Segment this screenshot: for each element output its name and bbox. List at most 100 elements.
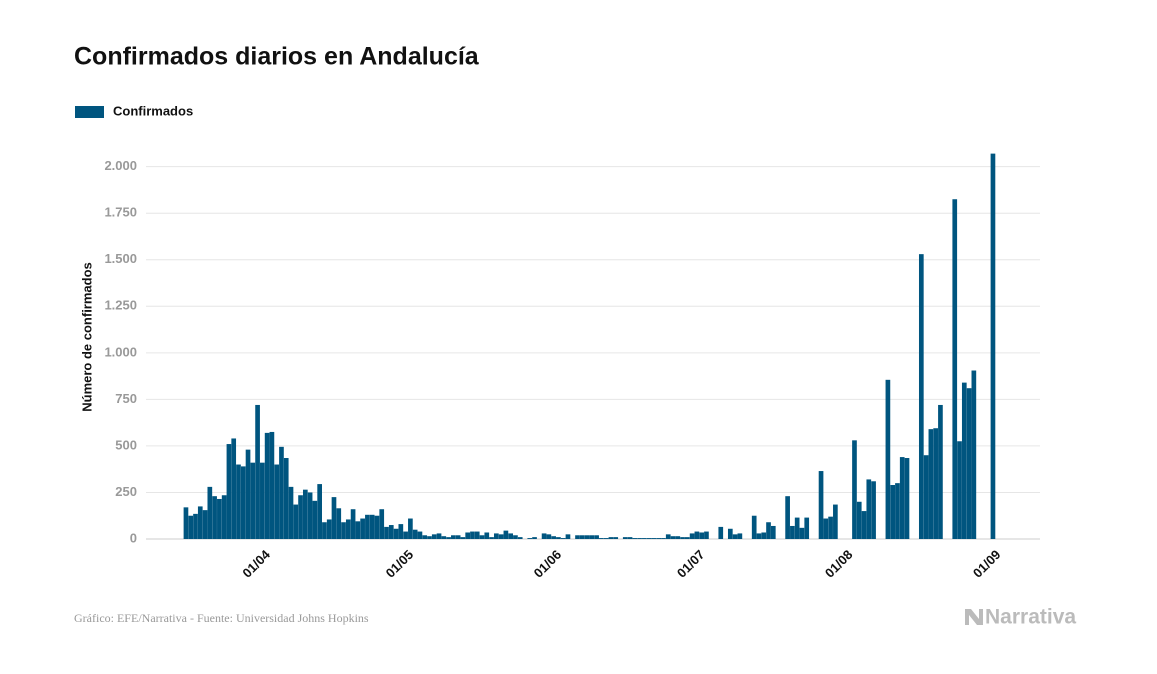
bar xyxy=(665,534,671,539)
bar xyxy=(307,492,313,539)
bar xyxy=(532,537,537,539)
bar xyxy=(632,538,638,539)
bar xyxy=(403,531,408,539)
bar xyxy=(551,536,556,539)
bar xyxy=(183,507,189,539)
bar xyxy=(685,537,690,539)
bar xyxy=(436,533,442,539)
bar xyxy=(804,517,810,539)
bar xyxy=(465,532,471,539)
bar xyxy=(890,485,896,539)
bar xyxy=(374,515,380,539)
bar xyxy=(766,522,771,539)
bar xyxy=(379,509,385,539)
logo: Narrativa xyxy=(985,606,1076,629)
bar xyxy=(589,535,595,539)
bar xyxy=(546,534,552,539)
bar xyxy=(923,455,929,539)
bar xyxy=(398,524,404,539)
bar xyxy=(250,462,256,539)
y-tick-label: 2.000 xyxy=(104,158,137,173)
bar xyxy=(317,484,322,539)
y-axis-label: Número de confirmados xyxy=(79,262,94,412)
bar xyxy=(283,458,289,539)
bar xyxy=(642,538,647,539)
bar xyxy=(694,531,700,539)
bar xyxy=(918,254,924,539)
bar xyxy=(699,532,705,539)
bar xyxy=(188,515,194,539)
bar xyxy=(446,537,451,539)
legend-label: Confirmados xyxy=(113,103,193,118)
footer: Gráfico: EFE/Narrativa - Fuente: Univers… xyxy=(74,611,369,625)
bar xyxy=(785,496,790,539)
bar xyxy=(952,199,958,539)
bar xyxy=(322,522,327,539)
bar xyxy=(474,531,480,539)
bar xyxy=(260,462,265,539)
y-tick-label: 750 xyxy=(115,391,137,406)
bar xyxy=(350,509,356,539)
legend-swatch xyxy=(75,106,104,118)
bar xyxy=(737,533,743,539)
bar xyxy=(637,538,642,539)
bar xyxy=(656,538,662,539)
y-tick-label: 0 xyxy=(130,530,137,545)
bar xyxy=(193,513,198,539)
bar xyxy=(221,495,227,539)
bar xyxy=(274,464,280,539)
bar xyxy=(560,538,566,539)
bar xyxy=(718,526,724,539)
bar xyxy=(885,379,891,539)
bar xyxy=(298,495,303,539)
bar xyxy=(288,486,294,539)
bar xyxy=(513,535,518,539)
bar xyxy=(302,489,308,539)
bar xyxy=(966,388,972,539)
x-tick-label: 01/04 xyxy=(239,546,273,580)
bar xyxy=(331,497,337,539)
bar xyxy=(365,514,370,539)
bar xyxy=(828,516,833,539)
bar xyxy=(799,527,805,539)
y-tick-label: 500 xyxy=(115,437,137,452)
bar xyxy=(680,537,685,539)
bar xyxy=(460,537,466,539)
bar xyxy=(212,496,217,539)
bar xyxy=(245,449,251,539)
bar xyxy=(761,532,767,539)
bar xyxy=(231,438,237,539)
bar xyxy=(527,538,533,539)
bar xyxy=(556,537,561,539)
bar xyxy=(455,535,461,539)
bar xyxy=(651,538,657,539)
bar xyxy=(818,471,824,539)
bar xyxy=(751,515,757,539)
bar xyxy=(861,511,867,539)
bar xyxy=(727,528,733,539)
bar xyxy=(833,504,838,539)
x-tick-label: 01/06 xyxy=(531,547,565,581)
bar xyxy=(856,501,862,539)
bar xyxy=(899,457,905,539)
bar xyxy=(412,529,418,539)
bar xyxy=(326,519,332,539)
bar xyxy=(508,533,514,539)
chart-title: Confirmados diarios en Andalucía xyxy=(74,43,480,71)
bar xyxy=(603,538,609,539)
bar xyxy=(541,533,547,539)
bar xyxy=(756,533,762,539)
bar xyxy=(990,153,996,540)
bar xyxy=(565,534,571,539)
y-tick-label: 1.500 xyxy=(104,251,137,266)
bar xyxy=(904,458,910,539)
bar xyxy=(823,518,829,539)
bar xyxy=(895,483,900,539)
bar xyxy=(689,533,695,539)
bar xyxy=(866,479,872,539)
bar xyxy=(431,534,437,539)
bar xyxy=(627,537,633,539)
bar xyxy=(336,508,342,539)
